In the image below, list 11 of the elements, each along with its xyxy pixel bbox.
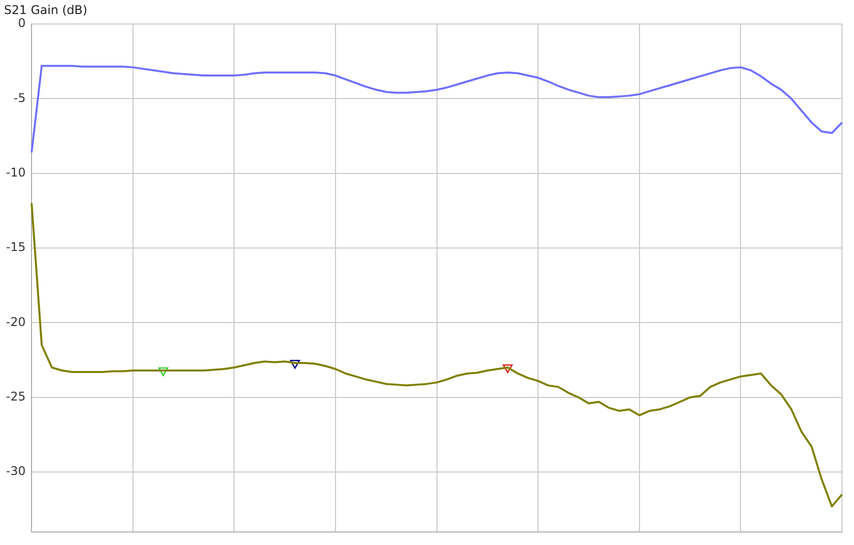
y-tick-label: -10 bbox=[6, 165, 26, 180]
y-tick-label: -15 bbox=[6, 240, 26, 254]
point bbox=[502, 364, 513, 374]
y-tick-label: -5 bbox=[14, 90, 26, 105]
y-tick-label: 0 bbox=[18, 16, 26, 30]
y-tick-label: -30 bbox=[6, 464, 26, 478]
y-tick-label: -25 bbox=[6, 390, 26, 404]
point bbox=[290, 360, 300, 369]
y-tick-label: -20 bbox=[6, 314, 26, 329]
y-axis-title: S21 Gain (dB) bbox=[4, 3, 88, 18]
point bbox=[158, 367, 168, 376]
